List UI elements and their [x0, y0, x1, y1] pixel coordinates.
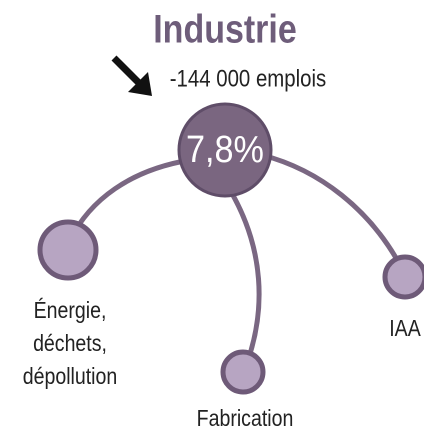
node-label: dépollution	[23, 364, 118, 390]
title: Industrie	[153, 6, 297, 51]
node-circle	[220, 349, 266, 395]
node-label: Énergie,	[34, 297, 107, 324]
node-circle	[382, 254, 424, 300]
node-labels: Énergie, déchets, dépollution Fabrication IA…	[23, 297, 422, 432]
node-label: IAA	[389, 316, 421, 342]
center-circle	[177, 102, 273, 198]
node-label: Fabrication	[197, 406, 294, 432]
center-label: 7,8%	[186, 127, 264, 170]
node-label: déchets,	[33, 331, 107, 357]
subtitle: -144 000 emplois	[170, 65, 326, 92]
arrow	[111, 55, 152, 96]
node-circle	[37, 219, 99, 281]
